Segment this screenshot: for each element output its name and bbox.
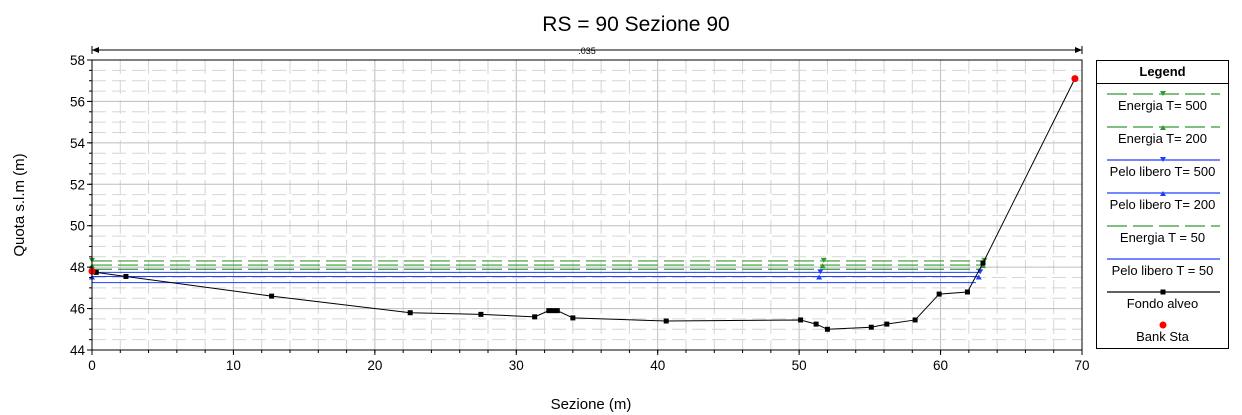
data-point — [1071, 75, 1079, 83]
n-value-bar: .035 — [91, 46, 1083, 56]
axes: 0 10 20 30 40 50 60 70 44 46 48 50 52 54 56 58 — [70, 53, 1090, 373]
x-tick-label: 10 — [226, 358, 241, 373]
data-point — [884, 321, 890, 327]
data-point — [478, 311, 484, 317]
data-point — [546, 308, 552, 314]
data-point — [824, 326, 830, 332]
legend-marker — [1160, 157, 1166, 162]
x-tick-label: 20 — [367, 358, 382, 373]
data-point — [554, 308, 560, 314]
legend-symbol — [1107, 225, 1220, 227]
legend-item: Pelo libero T= 200 — [1097, 183, 1228, 216]
legend-label: Energia T = 50 — [1119, 230, 1206, 245]
legend-symbol — [1107, 289, 1220, 295]
x-tick-label: 0 — [88, 358, 96, 373]
data-point — [980, 260, 986, 266]
y-axis-label: Quota s.l.m (m) — [11, 153, 28, 256]
n-bar-right-arrow — [1075, 47, 1082, 53]
data-point — [975, 274, 982, 280]
y-tick-label: 48 — [70, 260, 85, 275]
y-tick-label: 46 — [70, 302, 85, 317]
legend-label: Energia T= 200 — [1117, 131, 1208, 146]
data-point — [820, 257, 827, 263]
data-point — [813, 321, 819, 327]
data-point — [123, 273, 129, 279]
series-pelo-libero-t-200 — [89, 274, 982, 280]
legend-label: Fondo alveo — [1126, 296, 1199, 311]
x-axis-label: Sezione (m) — [551, 396, 632, 413]
data-point — [663, 318, 669, 324]
y-tick-label: 56 — [70, 94, 85, 109]
legend-symbol — [1107, 191, 1220, 196]
y-tick-label: 44 — [70, 343, 86, 358]
legend-item: Energia T= 500 — [1097, 84, 1228, 117]
legend-item: Pelo libero T = 50 — [1097, 249, 1228, 282]
data-point — [532, 314, 538, 320]
data-point — [868, 324, 874, 330]
series-energia-t-500 — [89, 257, 988, 263]
n-bar-left-arrow — [92, 47, 99, 53]
legend-label: Pelo libero T= 500 — [1109, 164, 1216, 179]
y-tick-label: 52 — [70, 177, 85, 192]
data-point — [817, 269, 824, 275]
y-tick-label: 58 — [70, 53, 85, 68]
legend: Legend Energia T= 500 Energia T= 200 Pelo … — [1096, 60, 1229, 349]
x-tick-label: 40 — [650, 358, 665, 373]
series-fondo-alveo — [89, 76, 1078, 332]
legend-symbol — [1107, 125, 1220, 130]
data-point — [964, 289, 970, 295]
data-point — [912, 317, 918, 323]
legend-item: Fondo alveo — [1097, 282, 1228, 315]
legend-title: Legend — [1097, 61, 1228, 84]
y-tick-label: 50 — [70, 219, 85, 234]
legend-marker — [1159, 321, 1167, 329]
legend-symbol — [1107, 91, 1220, 96]
legend-label: Pelo libero T= 200 — [1109, 197, 1216, 212]
series-bank-sta — [88, 75, 1079, 275]
legend-marker — [1160, 125, 1166, 130]
n-value-label: .035 — [578, 46, 596, 56]
legend-label: Pelo libero T = 50 — [1111, 263, 1214, 278]
data-point — [798, 317, 804, 323]
x-tick-label: 70 — [1074, 358, 1089, 373]
data-point — [269, 293, 275, 299]
legend-marker — [1160, 191, 1166, 196]
x-tick-label: 50 — [792, 358, 807, 373]
legend-symbol — [1107, 258, 1220, 260]
chart-title: RS = 90 Sezione 90 — [542, 13, 729, 36]
legend-symbol — [1107, 157, 1220, 162]
series-pelo-libero-t-500 — [89, 269, 984, 275]
legend-items: Energia T= 500 Energia T= 200 Pelo libero … — [1097, 84, 1228, 348]
legend-label: Energia T= 500 — [1117, 98, 1208, 113]
series-line — [91, 78, 1076, 330]
x-tick-label: 60 — [933, 358, 948, 373]
series-layer — [88, 75, 1079, 332]
data-point — [819, 263, 826, 269]
legend-marker — [1160, 91, 1166, 96]
data-point — [816, 274, 823, 280]
data-point — [570, 315, 576, 321]
y-tick-label: 54 — [70, 136, 86, 151]
legend-label: Bank Sta — [1136, 329, 1189, 344]
data-point — [93, 269, 99, 275]
legend-item: Bank Sta — [1097, 315, 1228, 348]
legend-item: Energia T = 50 — [1097, 216, 1228, 249]
legend-item: Pelo libero T= 500 — [1097, 150, 1228, 183]
data-point — [407, 310, 413, 316]
data-point — [550, 308, 556, 314]
legend-marker — [1160, 289, 1166, 295]
data-point — [936, 291, 942, 297]
x-tick-label: 30 — [509, 358, 524, 373]
legend-item: Energia T= 200 — [1097, 117, 1228, 150]
grid — [91, 59, 1083, 351]
legend-symbol — [1159, 321, 1167, 329]
